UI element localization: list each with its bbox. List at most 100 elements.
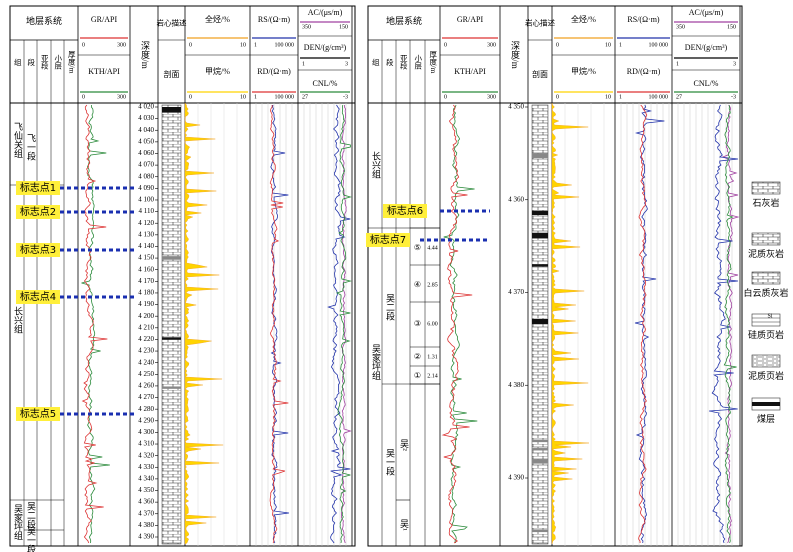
marker-highlight <box>366 233 410 247</box>
log-curve <box>634 104 665 544</box>
kth-scale-min: 0 <box>82 94 85 100</box>
depth-label: 4 260 <box>138 382 154 390</box>
depth-title: 深度/m <box>510 41 520 69</box>
layer-thickness: 4.44 <box>427 245 438 251</box>
kth-scale-max: 300 <box>487 94 496 100</box>
den-title: DEN/(g/cm³) <box>304 43 347 52</box>
depth-label: 4 160 <box>138 265 154 273</box>
depth-label: 4 060 <box>138 149 154 157</box>
log-curve <box>335 104 352 544</box>
ch4-scale-max: 10 <box>605 94 611 100</box>
lithology-band <box>532 210 548 216</box>
depth-label: 4 240 <box>138 358 154 366</box>
lithology-band <box>532 318 548 325</box>
rs-scale-min: 1 <box>254 42 257 48</box>
cnl-scale-min: 27 <box>302 94 308 100</box>
legend-swatch <box>751 232 781 246</box>
depth-label: 4 220 <box>138 335 154 343</box>
marker-label: 标志点2 <box>20 205 56 218</box>
legend-label: 石灰岩 <box>752 197 779 208</box>
marker-label: 标志点6 <box>387 204 423 217</box>
lithology-band <box>162 256 181 260</box>
strat-title: 地层系统 <box>386 15 422 26</box>
depth-label: 4 380 <box>138 521 154 529</box>
depth-label: 4 270 <box>138 393 154 401</box>
legend-label: 煤层 <box>757 413 775 424</box>
rd-scale-max: 100 000 <box>649 94 669 100</box>
marker-highlight <box>16 243 60 257</box>
depth-label: 4 350 <box>508 103 524 111</box>
kth-title: KTH/API <box>454 67 486 76</box>
rd-title: RD/(Ω·m) <box>257 67 291 76</box>
depth-label: 4 360 <box>508 195 524 203</box>
rd-scale-max: 100 000 <box>275 94 295 100</box>
layer-thickness: 2.14 <box>427 373 438 379</box>
strat-col-header: 厚度/m <box>67 50 76 73</box>
layer-thickness: 1.31 <box>427 354 438 360</box>
depth-label: 4 320 <box>138 451 154 459</box>
den-scale-max: 3 <box>345 61 348 67</box>
rs-scale-max: 100 000 <box>649 42 669 48</box>
lithology-band <box>532 264 548 267</box>
depth-label: 4 230 <box>138 347 154 355</box>
marker-highlight <box>16 205 60 219</box>
legend-si: Si <box>767 313 772 319</box>
log-curve <box>327 104 351 544</box>
legend-swatch <box>751 354 781 368</box>
cnl-scale-min: 27 <box>676 94 682 100</box>
lithology-column <box>531 104 549 545</box>
ac-scale-min: 350 <box>676 24 685 30</box>
core-title: 岩心描述 <box>525 18 555 28</box>
lithology-band <box>162 107 181 113</box>
ch4-title: 甲烷/% <box>205 66 230 76</box>
legend-coal <box>752 402 780 406</box>
depth-label: 4 180 <box>138 289 154 297</box>
depth-label: 4 150 <box>138 254 154 262</box>
den-title: DEN/(g/cm³) <box>685 43 728 52</box>
layer-label: ③ <box>414 319 421 328</box>
tg-title: 全烃/% <box>571 14 596 24</box>
lithology-band <box>532 232 548 239</box>
unit-label: 吴家坪组 <box>371 344 381 380</box>
depth-label: 4 280 <box>138 405 154 413</box>
legend-label: 泥质页岩 <box>748 370 784 381</box>
lithology-band <box>532 153 548 158</box>
rd-title: RD/(Ω·m) <box>627 67 661 76</box>
marker-label: 标志点1 <box>20 181 56 194</box>
marker-label: 标志点3 <box>20 243 56 256</box>
log-curve <box>721 104 740 544</box>
kth-scale-max: 300 <box>117 94 126 100</box>
lithology-band <box>532 439 548 443</box>
lithology-band <box>162 386 181 389</box>
depth-label: 4 200 <box>138 312 154 320</box>
depth-label: 4 170 <box>138 277 154 285</box>
core-title: 岩心描述 <box>157 18 187 28</box>
legend-label: 白云质灰岩 <box>743 287 788 298</box>
ac-title: AC/(μs/m) <box>689 8 724 17</box>
lithology-band <box>162 337 181 340</box>
depth-label: 4 130 <box>138 230 154 238</box>
unit-label: 吴一段 <box>385 448 395 476</box>
rd-scale-min: 1 <box>619 94 622 100</box>
gr-title: GR/API <box>457 15 484 24</box>
ch4-title: 甲烷/% <box>571 66 596 76</box>
depth-label: 4 210 <box>138 323 154 331</box>
den-scale-min: 1 <box>302 61 305 67</box>
unit-label: 飞一段 <box>26 133 36 161</box>
tg-scale-max: 10 <box>240 42 246 48</box>
depth-label: 4 090 <box>138 184 154 192</box>
depth-label: 4 110 <box>139 207 155 215</box>
unit-label: 吴家坪组 <box>13 504 23 540</box>
legend-swatch <box>751 313 781 327</box>
lithology-band <box>532 459 548 464</box>
marker-highlight <box>383 204 427 218</box>
depth-label: 4 350 <box>138 486 154 494</box>
section-title: 剖面 <box>532 69 548 79</box>
kth-scale-min: 0 <box>444 94 447 100</box>
strat-col-header: 厚度/m <box>429 50 438 73</box>
rs-scale-max: 100 000 <box>275 42 295 48</box>
depth-label: 4 370 <box>138 509 154 517</box>
gas-area <box>551 102 590 545</box>
